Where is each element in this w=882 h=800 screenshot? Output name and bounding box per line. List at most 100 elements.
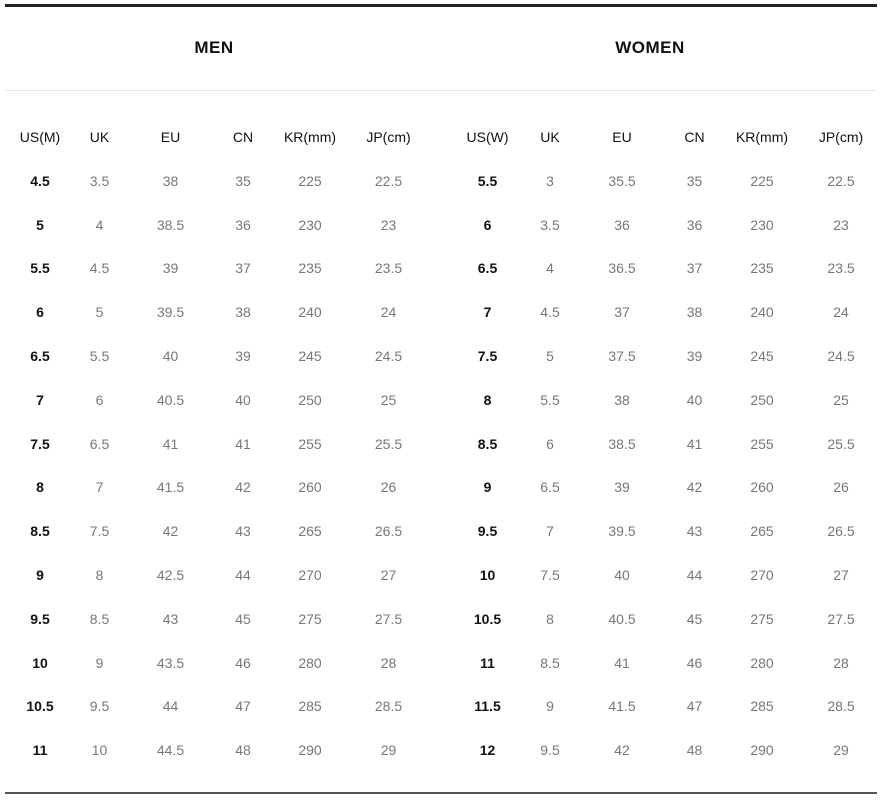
size-cell: 9.5 <box>540 742 560 759</box>
us-size-cell: 11.5 <box>474 698 501 715</box>
header-divider <box>5 90 877 91</box>
size-cell: 36 <box>235 216 251 233</box>
us-size-cell: 10 <box>32 654 48 671</box>
size-cell: 26 <box>380 479 397 496</box>
size-cell: 36 <box>614 216 630 233</box>
table-row: 8.5 7.5 42 43 265 26.5 <box>5 509 426 553</box>
us-size-cell: 5 <box>36 216 44 233</box>
size-cell: 260 <box>298 479 322 496</box>
size-cell: 7 <box>95 479 104 496</box>
size-cell: 43 <box>162 610 179 627</box>
column-header: EU <box>160 129 181 145</box>
us-size-cell: 9.5 <box>30 610 50 627</box>
size-cell: 38 <box>235 304 251 321</box>
size-cell: 7.5 <box>89 523 110 540</box>
size-cell: 10 <box>91 742 108 759</box>
size-cell: 48 <box>686 742 703 759</box>
table-row: 5.5 3 35.5 35 225 22.5 <box>450 159 878 203</box>
us-size-cell: 8 <box>483 391 492 408</box>
us-size-cell: 11 <box>32 742 48 759</box>
table-row: 10 9 43.5 46 280 28 <box>5 641 426 685</box>
men-table-header: US(M) UK EU CN KR(mm) JP(cm) <box>5 115 426 159</box>
size-cell: 35 <box>235 172 251 189</box>
column-header: EU <box>612 129 632 145</box>
women-table-header: US(W) UK EU CN KR(mm) JP(cm) <box>450 115 878 159</box>
table-row: 4.5 3.5 38 35 225 22.5 <box>5 159 426 203</box>
size-cell: 270 <box>750 567 774 584</box>
women-title: WOMEN <box>615 38 685 57</box>
table-row: 11 10 44.5 48 290 29 <box>5 728 426 772</box>
men-header-row: US(M) UK EU CN KR(mm) JP(cm) <box>5 115 426 159</box>
women-size-table: US(W) UK EU CN KR(mm) JP(cm) 5.5 3 35.5 35 225 22.… <box>450 115 878 772</box>
table-row: 10.5 8 40.5 45 275 27.5 <box>450 597 878 641</box>
size-cell: 4 <box>546 260 554 277</box>
us-size-cell: 8.5 <box>30 523 50 540</box>
size-cell: 7.5 <box>540 567 560 584</box>
size-cell: 27 <box>380 567 397 584</box>
women-table-body: 5.5 3 35.5 35 225 22.5 6 3.5 36 36 230 23 6.5 4 36.5 37… <box>450 159 878 772</box>
size-cell: 4.5 <box>540 304 560 321</box>
size-cell: 28.5 <box>827 698 855 715</box>
column-header: KR(mm) <box>283 129 337 145</box>
us-size-cell: 6 <box>483 216 492 233</box>
size-cell: 25.5 <box>827 435 855 452</box>
size-cell: 225 <box>750 172 774 189</box>
size-cell: 39 <box>686 348 703 365</box>
men-table-body: 4.5 3.5 38 35 225 22.5 5 4 38.5 36 230 23 5.5 4.5 39 37… <box>5 159 426 772</box>
us-size-cell: 9 <box>483 479 492 496</box>
size-cell: 280 <box>750 654 774 671</box>
size-cell: 250 <box>298 391 322 408</box>
size-cell: 40 <box>686 391 703 408</box>
us-size-cell: 7 <box>36 391 44 408</box>
table-row: 11 8.5 41 46 280 28 <box>450 641 878 685</box>
table-row: 5.5 4.5 39 37 235 23.5 <box>5 247 426 291</box>
us-size-cell: 10 <box>479 567 496 584</box>
us-size-cell: 11 <box>480 654 495 671</box>
size-cell: 290 <box>298 742 322 759</box>
size-cell: 28 <box>833 654 849 671</box>
size-cell: 255 <box>750 435 774 452</box>
size-cell: 35.5 <box>608 172 636 189</box>
table-row: 10 7.5 40 44 270 27 <box>450 553 878 597</box>
size-cell: 265 <box>750 523 774 540</box>
column-header: JP(cm) <box>818 129 864 145</box>
size-cell: 45 <box>686 610 703 627</box>
size-cell: 40.5 <box>608 610 636 627</box>
size-cell: 37 <box>686 260 703 277</box>
size-cell: 46 <box>686 654 703 671</box>
column-header: KR(mm) <box>735 129 789 145</box>
size-cell: 6 <box>546 435 554 452</box>
size-cell: 24 <box>380 304 397 321</box>
size-cell: 40 <box>614 567 630 584</box>
size-cell: 40 <box>162 348 179 365</box>
us-size-cell: 5.5 <box>477 172 498 189</box>
us-size-cell: 8.5 <box>477 435 498 452</box>
size-cell: 3.5 <box>540 216 560 233</box>
size-cell: 41 <box>235 435 251 452</box>
table-row: 9 8 42.5 44 270 27 <box>5 553 426 597</box>
size-cell: 5.5 <box>89 348 110 365</box>
column-header: CN <box>684 129 705 145</box>
size-cell: 35 <box>686 172 703 189</box>
size-cell: 39 <box>235 348 251 365</box>
us-size-cell: 10.5 <box>473 610 502 627</box>
column-header: US(M) <box>19 129 61 145</box>
column-header: UK <box>89 129 110 145</box>
table-row: 6 3.5 36 36 230 23 <box>450 203 878 247</box>
size-cell: 39 <box>162 260 179 277</box>
size-cell: 230 <box>750 216 774 233</box>
size-cell: 5 <box>95 304 104 321</box>
size-cell: 4.5 <box>89 260 110 277</box>
size-cell: 25 <box>833 391 849 408</box>
top-border <box>5 4 877 7</box>
column-header: UK <box>540 129 560 145</box>
table-row: 8.5 6 38.5 41 255 25.5 <box>450 422 878 466</box>
size-cell: 23 <box>380 216 397 233</box>
size-cell: 22.5 <box>374 172 403 189</box>
header-band <box>0 7 882 91</box>
size-cell: 6.5 <box>89 435 110 452</box>
men-size-table: US(M) UK EU CN KR(mm) JP(cm) 4.5 3.5 38 35 225 22.… <box>5 115 426 772</box>
size-cell: 8 <box>546 610 554 627</box>
table-row: 7 6 40.5 40 250 25 <box>5 378 426 422</box>
table-row: 9.5 8.5 43 45 275 27.5 <box>5 597 426 641</box>
